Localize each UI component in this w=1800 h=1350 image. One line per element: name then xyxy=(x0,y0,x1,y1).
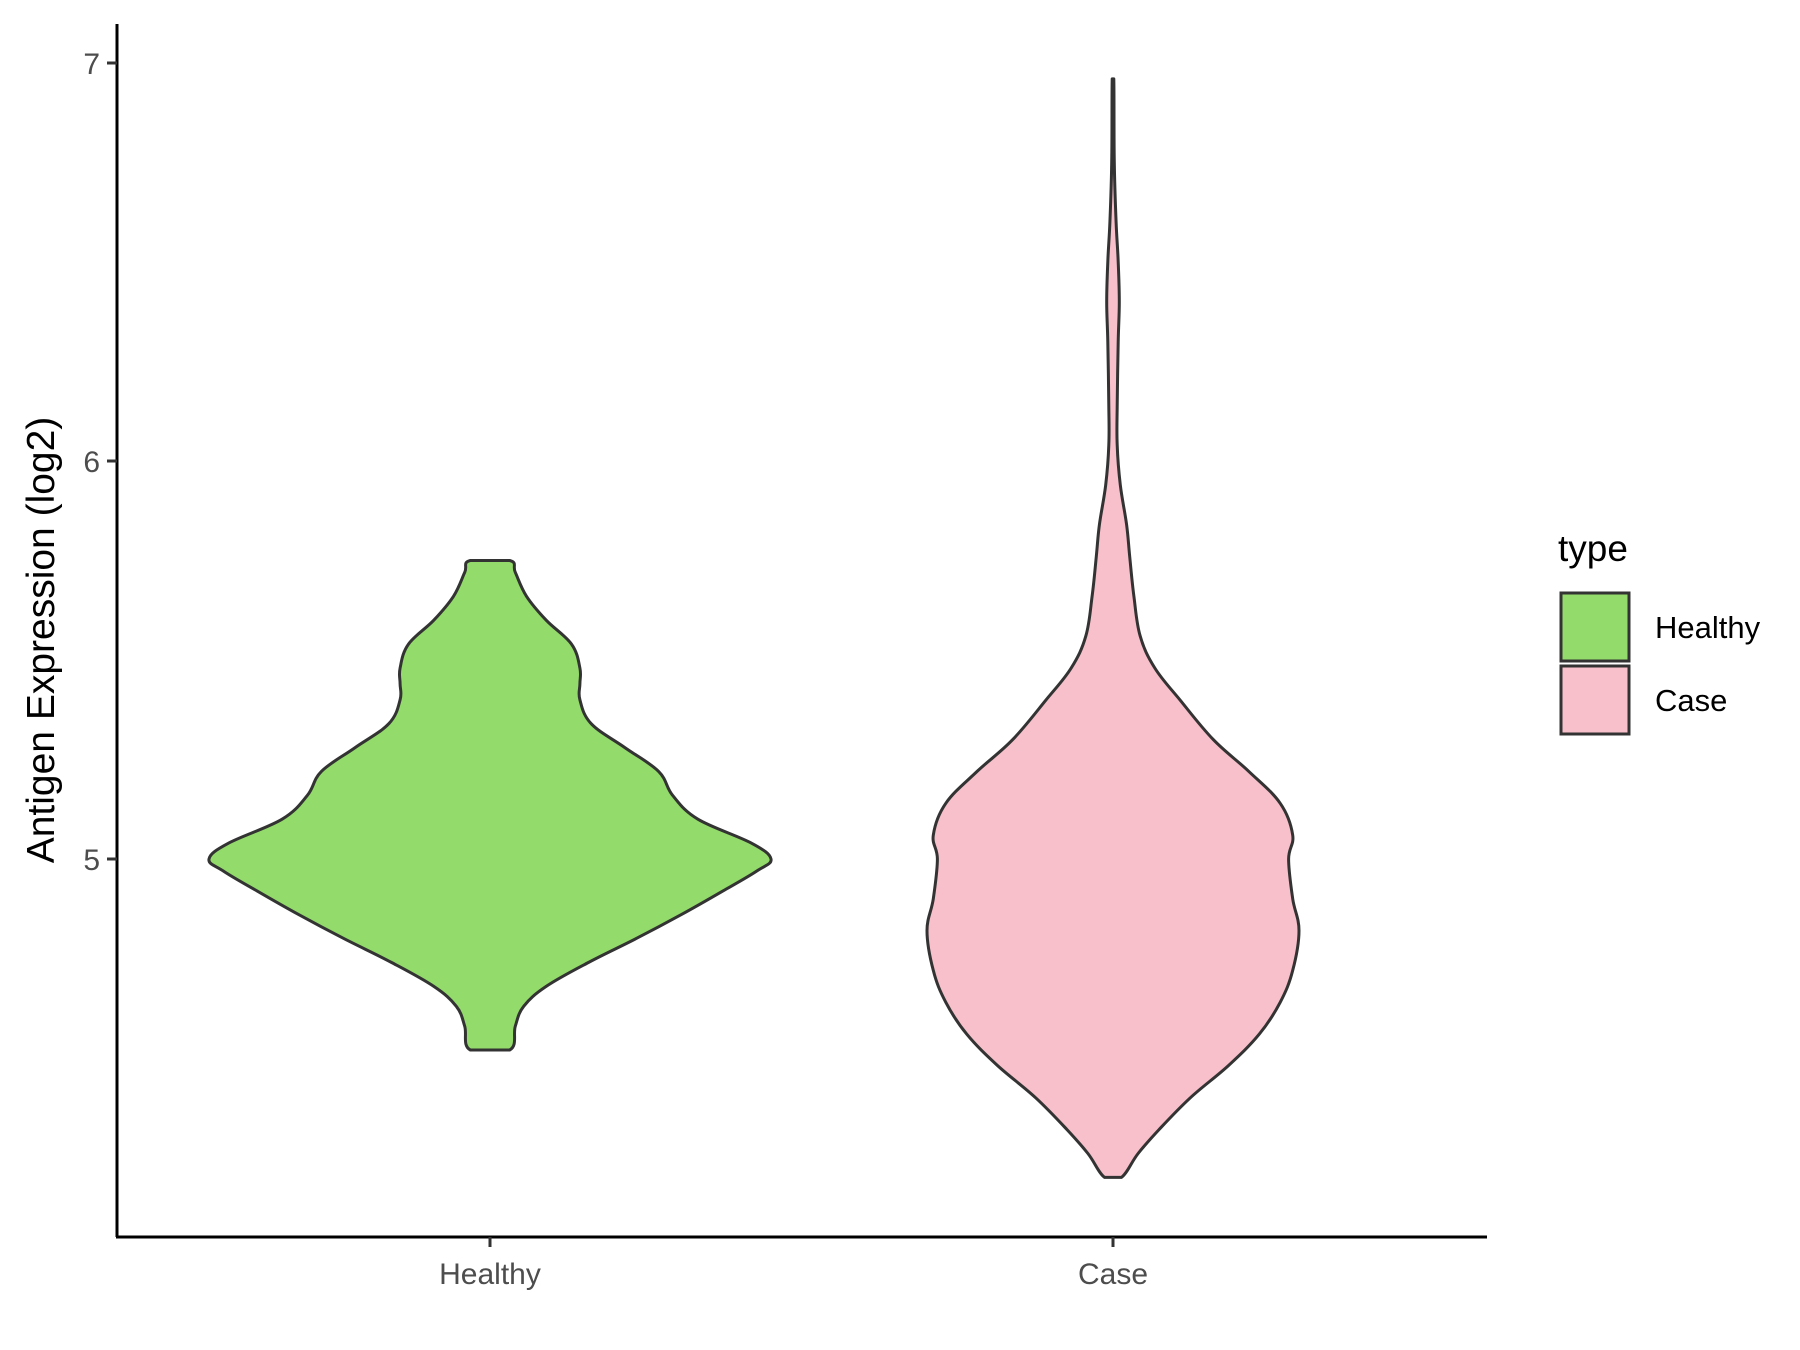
legend-label-healthy: Healthy xyxy=(1655,610,1761,645)
x-tick-label: Case xyxy=(1078,1258,1148,1291)
y-axis: 5 6 7 xyxy=(83,24,119,1237)
x-axis: Healthy Case xyxy=(116,1235,1487,1291)
violin-case xyxy=(925,77,1301,1179)
legend: type Healthy Case xyxy=(1558,528,1761,736)
y-axis-title: Antigen Expression (log2) xyxy=(20,417,63,864)
y-tick-label: 7 xyxy=(83,48,100,81)
legend-entries: Healthy Case xyxy=(1559,591,1761,736)
legend-label-case: Case xyxy=(1655,683,1727,718)
x-tick-label: Healthy xyxy=(439,1258,541,1291)
y-tick-label: 6 xyxy=(83,446,100,479)
violin-healthy xyxy=(207,559,773,1052)
legend-title: type xyxy=(1558,528,1628,569)
legend-swatch-healthy xyxy=(1559,591,1631,663)
legend-swatch-case xyxy=(1559,664,1631,736)
y-tick-label: 5 xyxy=(83,844,100,877)
violins-group xyxy=(207,77,1301,1179)
